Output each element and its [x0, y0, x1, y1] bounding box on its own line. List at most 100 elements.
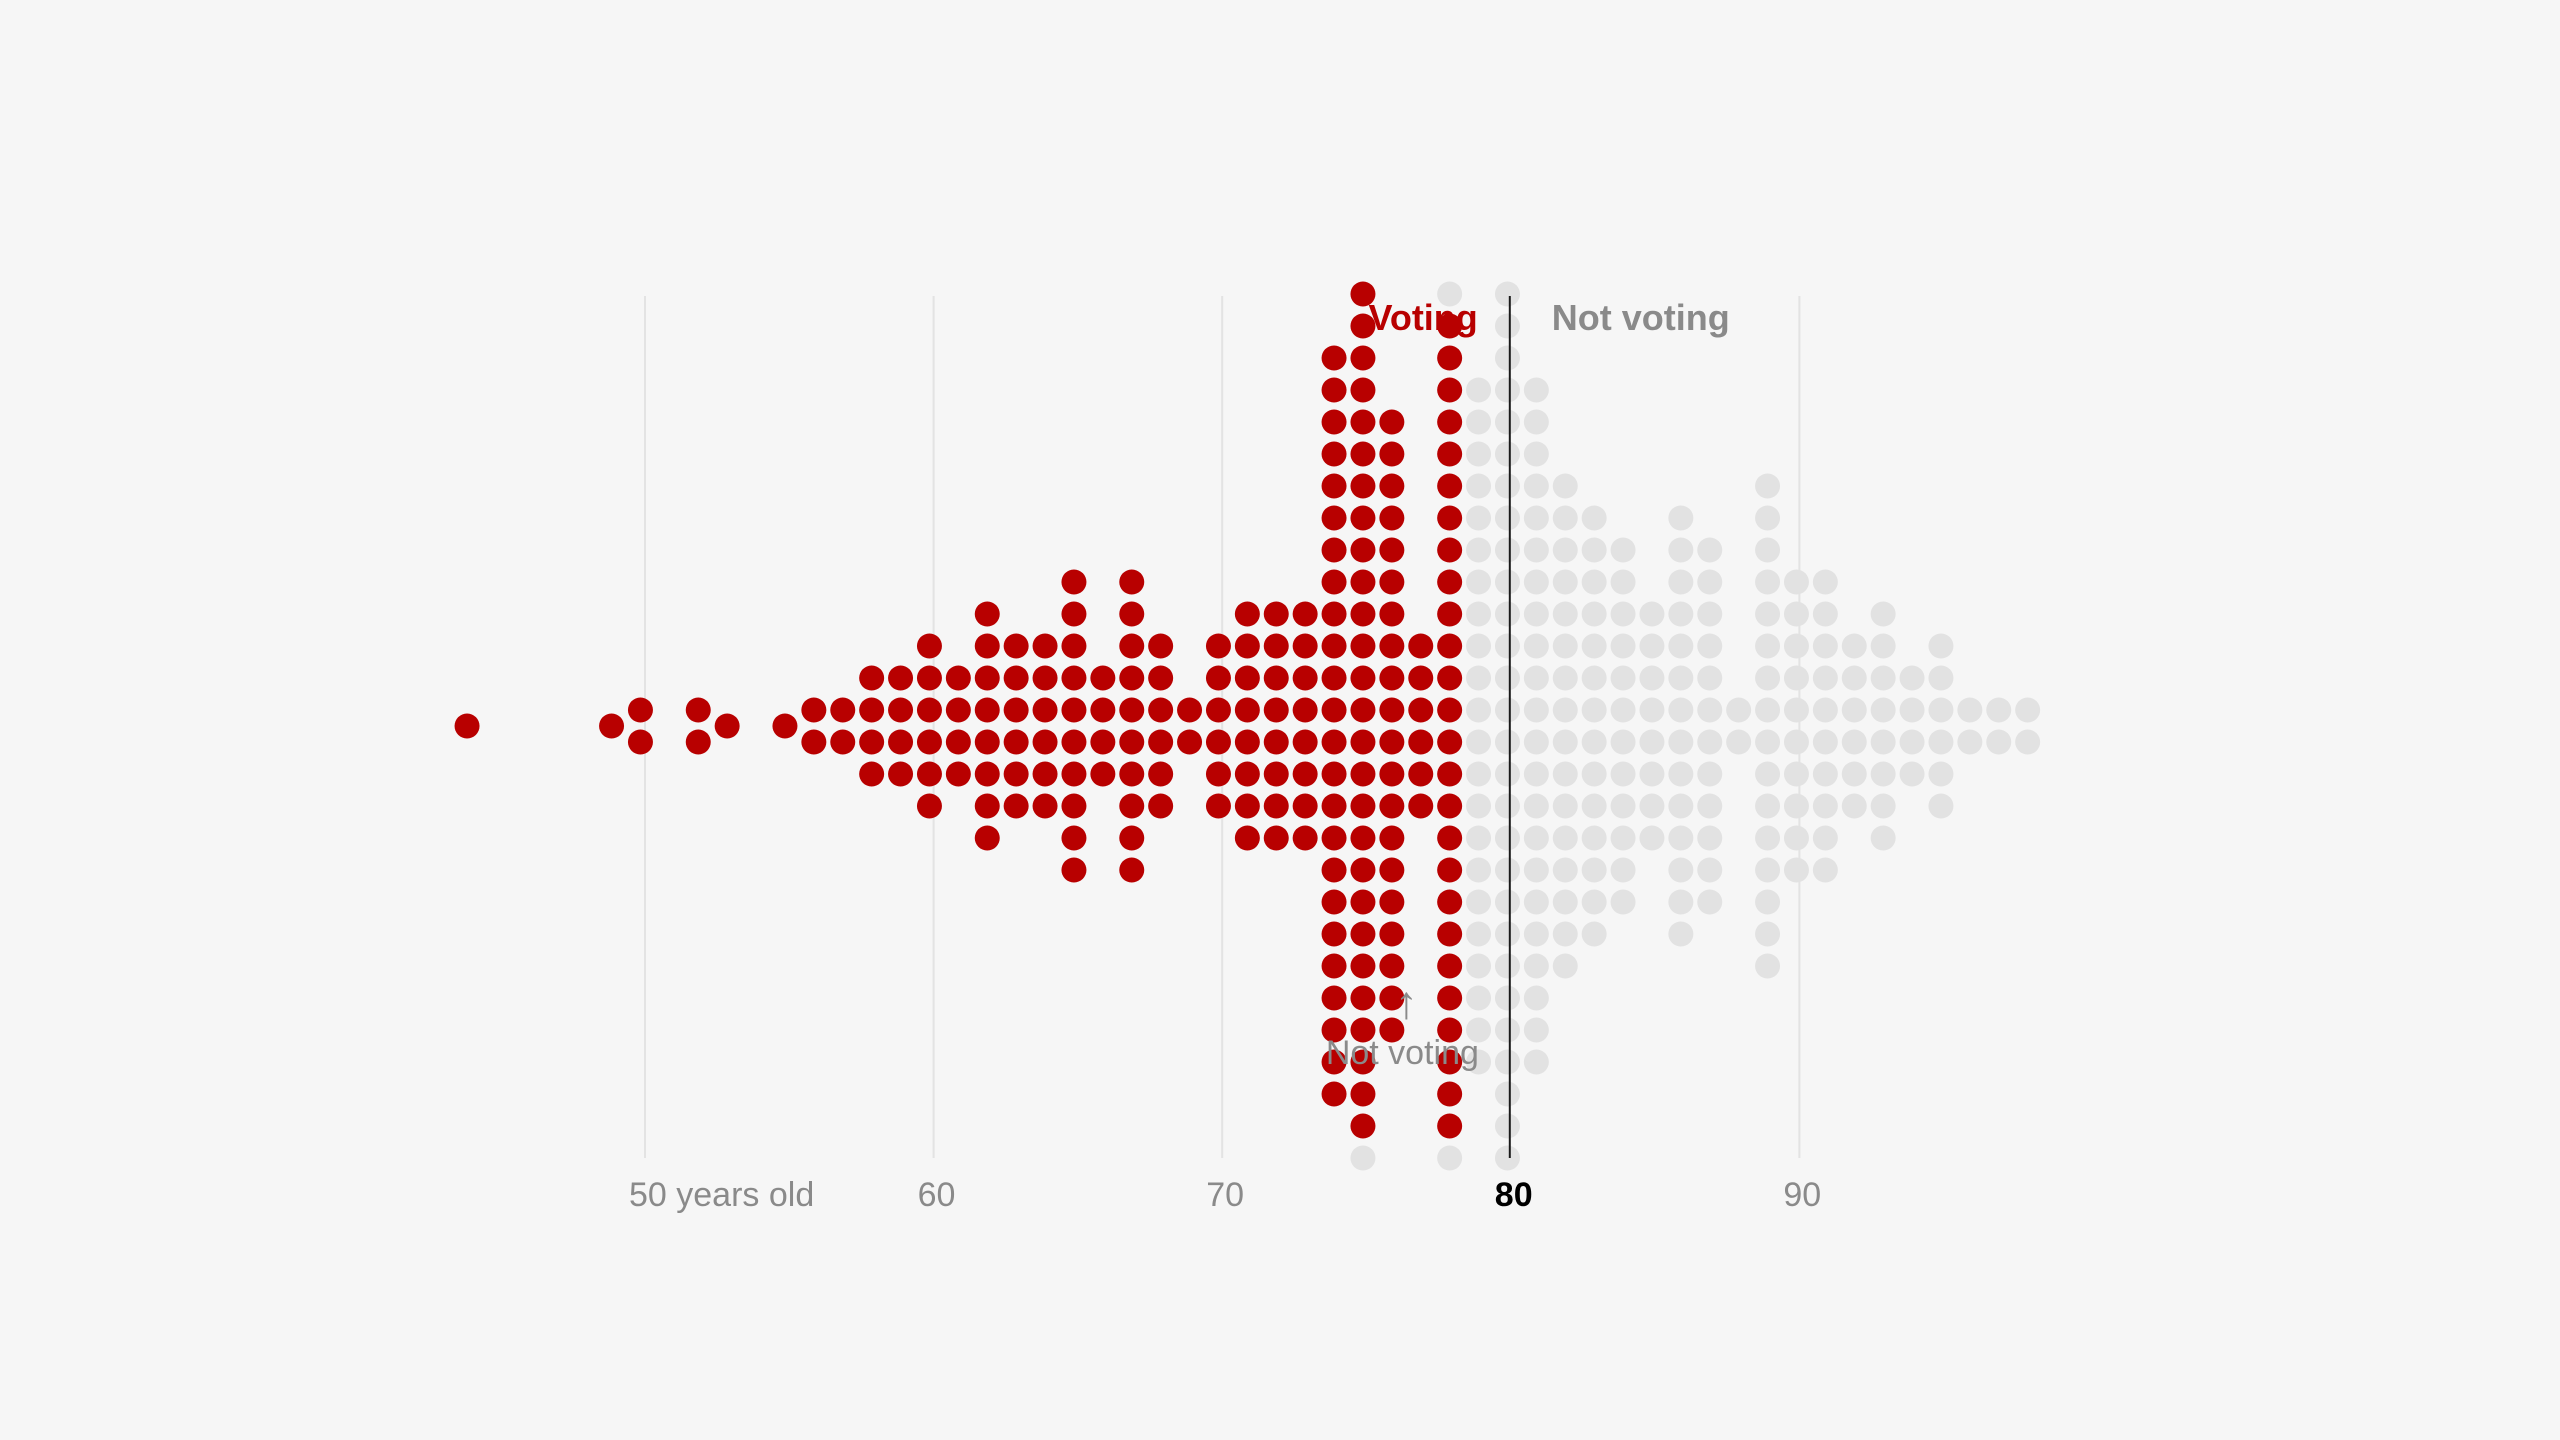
dot-not-voting-80: [1494, 537, 1520, 563]
dot-voting-75: [1350, 761, 1376, 787]
dot-voting-71: [1234, 729, 1260, 755]
dot-voting-64: [1032, 697, 1058, 723]
dot-voting-67: [1119, 633, 1145, 659]
dot-voting-78: [1437, 761, 1463, 787]
dot-not-voting-83: [1581, 857, 1607, 883]
dot-not-voting-85: [1639, 729, 1665, 755]
dot-not-voting-93: [1870, 761, 1896, 787]
dot-voting-49: [599, 713, 625, 739]
dot-voting-76: [1379, 633, 1405, 659]
dot-not-voting-86: [1668, 793, 1694, 819]
dot-voting-78: [1437, 793, 1463, 819]
dot-not-voting-90: [1783, 825, 1809, 851]
dot-voting-70: [1205, 761, 1231, 787]
dot-not-voting-91: [1812, 761, 1838, 787]
dot-not-voting-89: [1755, 729, 1781, 755]
dot-not-voting-84: [1610, 857, 1636, 883]
dot-voting-78: [1437, 409, 1463, 435]
dot-voting-56: [801, 697, 827, 723]
dot-voting-78: [1437, 345, 1463, 371]
dot-voting-73: [1292, 729, 1318, 755]
dot-not-voting-86: [1668, 601, 1694, 627]
dot-not-voting-92: [1841, 761, 1867, 787]
dot-voting-78: [1437, 665, 1463, 691]
dot-not-voting-96: [1957, 697, 1983, 723]
dot-voting-63: [1003, 793, 1029, 819]
dot-voting-63: [1003, 697, 1029, 723]
dot-voting-62: [974, 697, 1000, 723]
dot-not-voting-79: [1466, 921, 1492, 947]
dot-voting-74: [1321, 537, 1347, 563]
dot-not-voting-83: [1581, 633, 1607, 659]
dot-not-voting-89: [1755, 793, 1781, 819]
dot-not-voting-89: [1755, 473, 1781, 499]
dot-voting-70: [1205, 633, 1231, 659]
dot-voting-75: [1350, 345, 1376, 371]
dot-voting-62: [974, 793, 1000, 819]
dot-not-voting-81: [1523, 825, 1549, 851]
dot-voting-76: [1379, 953, 1405, 979]
dot-not-voting-89: [1755, 505, 1781, 531]
dot-not-voting-79: [1466, 409, 1492, 435]
dot-voting-74: [1321, 633, 1347, 659]
x-tick-label-50: 50 years old: [629, 1176, 814, 1214]
dot-not-voting-86: [1668, 889, 1694, 915]
dot-not-voting-92: [1841, 729, 1867, 755]
dot-not-voting-92: [1841, 633, 1867, 659]
dot-voting-77: [1408, 633, 1434, 659]
dot-not-voting-79: [1466, 697, 1492, 723]
group-label-voting: Voting: [1368, 297, 1477, 338]
dot-voting-63: [1003, 665, 1029, 691]
dot-voting-74: [1321, 601, 1347, 627]
dot-not-voting-91: [1812, 697, 1838, 723]
dot-voting-72: [1263, 697, 1289, 723]
dot-voting-53: [714, 713, 740, 739]
dot-not-voting-88: [1726, 697, 1752, 723]
dot-voting-52: [685, 697, 711, 723]
dot-not-voting-81: [1523, 633, 1549, 659]
dot-not-voting-82: [1552, 569, 1578, 595]
dot-voting-71: [1234, 793, 1260, 819]
dot-voting-71: [1234, 825, 1260, 851]
dot-voting-74: [1321, 409, 1347, 435]
dot-voting-74: [1321, 761, 1347, 787]
dot-voting-74: [1321, 953, 1347, 979]
dot-voting-76: [1379, 473, 1405, 499]
x-axis-tick-labels: 50 years old 60 70 80 90: [629, 1176, 1821, 1214]
dot-voting-78: [1437, 441, 1463, 467]
dot-not-voting-90: [1783, 569, 1809, 595]
dot-voting-73: [1292, 633, 1318, 659]
annotation-arrow-icon: ↑: [1395, 976, 1418, 1028]
dot-voting-72: [1263, 761, 1289, 787]
dot-voting-72: [1263, 665, 1289, 691]
x-tick-label-90: 90: [1783, 1176, 1821, 1214]
dot-not-voting-92: [1841, 697, 1867, 723]
dot-not-voting-94: [1899, 761, 1925, 787]
dot-voting-60: [916, 793, 942, 819]
dot-not-voting-84: [1610, 729, 1636, 755]
dot-voting-76: [1379, 761, 1405, 787]
dot-not-voting-82: [1552, 825, 1578, 851]
dot-not-voting-84: [1610, 601, 1636, 627]
dot-not-voting-80: [1494, 505, 1520, 531]
dot-voting-65: [1061, 825, 1087, 851]
dot-voting-78: [1437, 633, 1463, 659]
dot-not-voting-87: [1697, 569, 1723, 595]
dot-voting-59: [888, 761, 914, 787]
dot-voting-74: [1321, 1017, 1347, 1043]
dot-voting-76: [1379, 601, 1405, 627]
dot-voting-72: [1263, 633, 1289, 659]
dot-voting-78: [1437, 889, 1463, 915]
dot-not-voting-91: [1812, 793, 1838, 819]
dot-voting-75: [1350, 281, 1376, 307]
dot-voting-72: [1263, 729, 1289, 755]
dot-voting-64: [1032, 633, 1058, 659]
dot-not-voting-79: [1466, 889, 1492, 915]
dot-voting-77: [1408, 665, 1434, 691]
dot-not-voting-81: [1523, 729, 1549, 755]
dot-not-voting-78: [1437, 1145, 1463, 1171]
dot-not-voting-86: [1668, 697, 1694, 723]
dot-not-voting-80: [1494, 761, 1520, 787]
dot-voting-65: [1061, 569, 1087, 595]
dot-voting-75: [1350, 1113, 1376, 1139]
